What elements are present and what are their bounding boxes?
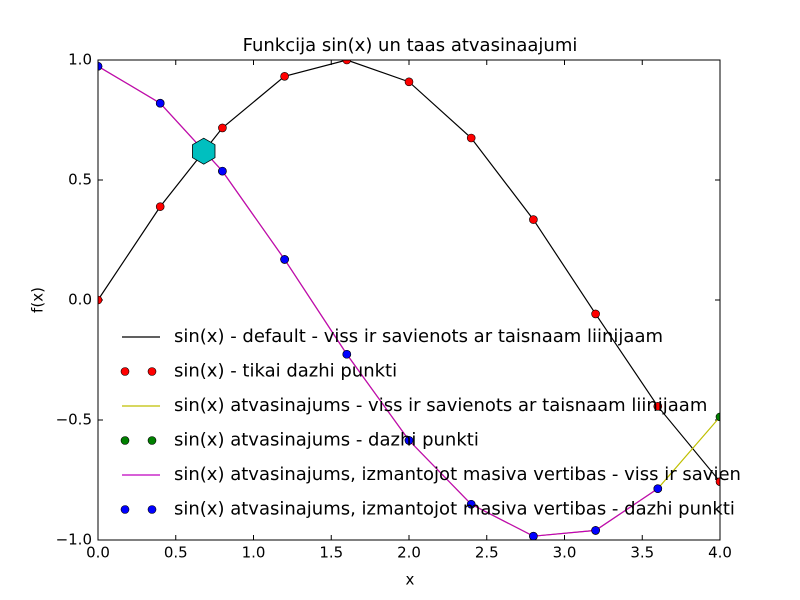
- data-point: [715, 412, 720, 422]
- highlight-marker: [192, 137, 216, 165]
- x-tick-label: 2.0: [397, 544, 421, 562]
- x-axis-label: x: [406, 571, 415, 589]
- x-tick-label: 0.5: [164, 544, 188, 562]
- x-tick-label: 1.0: [242, 544, 266, 562]
- legend-label: sin(x) atvasinajums, izmantojot masiva v…: [174, 499, 735, 520]
- plot-frame: [97, 59, 721, 541]
- data-point: [155, 98, 165, 108]
- data-point: [591, 309, 600, 319]
- x-tick-label: 3.0: [553, 544, 577, 562]
- data-point: [280, 72, 289, 81]
- y-axis-label: f(x): [29, 287, 47, 313]
- y-tick-label: 0.5: [68, 171, 92, 189]
- y-tick-label: 1.0: [68, 51, 92, 69]
- legend-label: sin(x) atvasinajums - viss ir savienots …: [174, 395, 707, 416]
- data-point: [98, 295, 103, 305]
- y-tick-label: 0.0: [68, 291, 92, 309]
- legend-marker: [120, 505, 130, 514]
- data-point: [529, 531, 538, 540]
- data-point: [342, 349, 352, 359]
- data-point: [280, 255, 289, 264]
- legend-label: sin(x) - default - viss ir savienots ar …: [174, 326, 663, 347]
- data-point: [591, 526, 600, 535]
- data-point: [653, 484, 663, 493]
- x-tick-label: 4.0: [708, 544, 732, 562]
- data-point: [98, 61, 103, 71]
- x-tick-label: 2.5: [475, 544, 499, 562]
- data-point: [155, 202, 165, 211]
- legend-label: sin(x) - tikai dazhi punkti: [174, 361, 397, 382]
- data-point: [715, 477, 720, 486]
- data-point: [218, 166, 227, 176]
- data-point: [218, 123, 227, 133]
- legend-marker: [120, 367, 130, 376]
- x-tick-label: 1.5: [319, 544, 343, 562]
- legend-marker: [147, 436, 157, 445]
- legend-marker: [120, 436, 130, 445]
- y-tick-label: −1.0: [56, 531, 92, 549]
- data-point: [466, 133, 476, 143]
- data-point: [466, 499, 476, 509]
- x-tick-label: 0.0: [86, 544, 110, 562]
- data-point: [342, 60, 352, 65]
- series-line: [98, 65, 659, 537]
- x-tick-label: 3.5: [630, 544, 654, 562]
- chart-title: Funkcija sin(x) un taas atvasinaajumi: [243, 35, 578, 56]
- legend-label: sin(x) atvasinajums - dazhi punkti: [174, 430, 479, 451]
- legend-label: sin(x) atvasinajums, izmantojot masiva v…: [174, 464, 741, 485]
- legend-marker: [147, 505, 157, 514]
- y-tick-label: −0.5: [56, 411, 92, 429]
- legend-marker: [147, 367, 157, 376]
- data-point: [404, 436, 414, 445]
- data-point: [529, 215, 538, 224]
- data-point: [653, 402, 663, 411]
- data-point: [404, 77, 414, 87]
